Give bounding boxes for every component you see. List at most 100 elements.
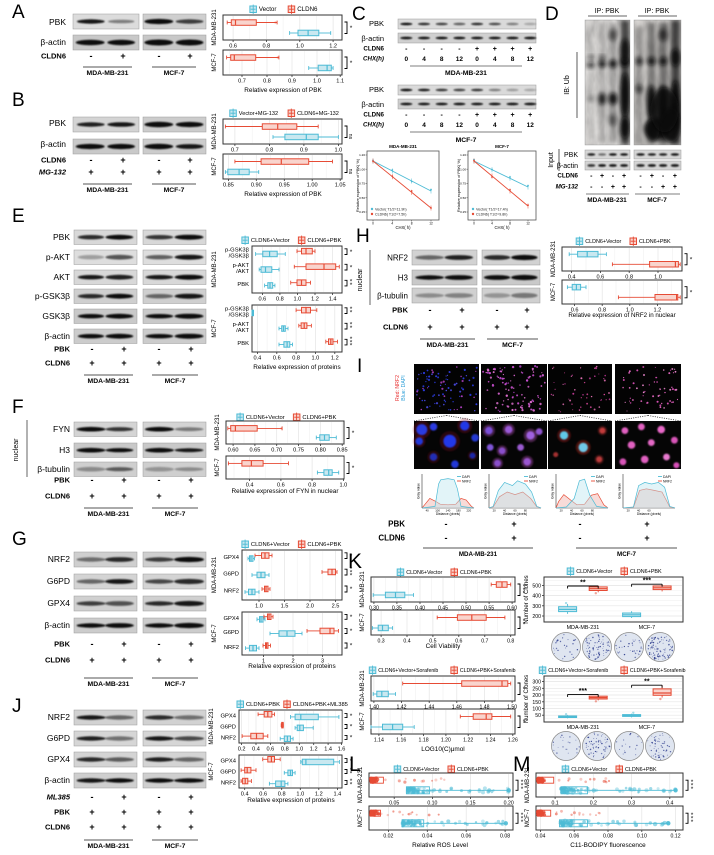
svg-text:CLDN6: CLDN6: [41, 156, 66, 165]
svg-text:8: 8: [509, 222, 511, 226]
svg-text:β-actin: β-actin: [361, 100, 384, 109]
svg-text:*: *: [350, 279, 353, 286]
svg-text:-: -: [612, 173, 615, 180]
svg-text:0.08: 0.08: [603, 834, 613, 840]
svg-text:*: *: [350, 249, 353, 256]
svg-text:1.16: 1.16: [396, 738, 406, 744]
svg-text:H3: H3: [59, 445, 70, 455]
svg-text:ML385: ML385: [47, 793, 71, 802]
svg-text:Relative expression of PBK: Relative expression of PBK: [244, 87, 322, 94]
svg-text:0.80: 0.80: [315, 448, 326, 454]
svg-text:4: 4: [493, 122, 497, 129]
svg-text:0.4: 0.4: [666, 801, 673, 807]
svg-text:MCF-7: MCF-7: [165, 378, 186, 385]
svg-text:0.45: 0.45: [438, 606, 448, 612]
svg-text:G6PD: G6PD: [220, 725, 236, 731]
svg-text:*: *: [521, 779, 524, 786]
svg-text:4: 4: [422, 56, 426, 63]
svg-text:1.4: 1.4: [334, 792, 342, 798]
svg-text:-: -: [651, 184, 654, 191]
svg-text:+: +: [121, 792, 126, 802]
svg-text:MDA-MB-231: MDA-MB-231: [427, 342, 469, 349]
svg-text:60: 60: [513, 508, 517, 512]
svg-text:0.8: 0.8: [278, 792, 286, 798]
svg-text:*: *: [691, 786, 694, 793]
svg-text:*: *: [521, 819, 524, 826]
svg-text:-: -: [423, 46, 426, 53]
svg-text:+: +: [121, 655, 126, 665]
svg-text:1.48: 1.48: [479, 705, 489, 711]
svg-text:I: I: [357, 356, 362, 377]
svg-text:-: -: [445, 519, 448, 529]
svg-text:*: *: [350, 310, 353, 317]
svg-text:-: -: [458, 46, 461, 53]
svg-text:1.00: 1.00: [307, 183, 318, 189]
svg-text:40: 40: [637, 508, 641, 512]
svg-text:12: 12: [527, 122, 535, 129]
svg-text:C11-BODIPY fluorescence: C11-BODIPY fluorescence: [570, 842, 646, 849]
svg-text:+: +: [89, 491, 94, 501]
svg-text:0.8: 0.8: [625, 275, 633, 281]
svg-text:MCF-7: MCF-7: [215, 458, 221, 477]
svg-text:12: 12: [526, 222, 530, 226]
svg-text:nuclear: nuclear: [357, 268, 364, 292]
svg-text:DAPI: DAPI: [596, 475, 604, 479]
svg-text:*: *: [521, 815, 524, 822]
svg-text:4: 4: [491, 222, 493, 226]
svg-text:0.8: 0.8: [292, 356, 300, 362]
svg-text:*: *: [350, 25, 353, 32]
svg-text:+: +: [528, 112, 532, 119]
svg-text:0.05: 0.05: [389, 801, 399, 807]
svg-text:2.5: 2.5: [332, 604, 340, 610]
svg-text:DAPI: DAPI: [529, 475, 537, 479]
svg-text:*: *: [352, 430, 355, 437]
svg-text:+: +: [673, 173, 677, 180]
svg-text:Distance (pixels): Distance (pixels): [570, 512, 594, 516]
svg-text:MCF-7: MCF-7: [360, 712, 366, 731]
svg-text:PBK: PBK: [392, 306, 408, 315]
svg-text:*: *: [350, 264, 353, 271]
svg-text:0: 0: [372, 222, 374, 226]
svg-text:1.0: 1.0: [296, 792, 304, 798]
svg-text:ns: ns: [347, 169, 353, 175]
svg-text:0.7: 0.7: [481, 639, 488, 645]
svg-text:B: B: [12, 90, 25, 111]
svg-text:1.44: 1.44: [424, 705, 434, 711]
svg-text:0: 0: [404, 122, 408, 129]
svg-text:MDA-MB-231: MDA-MB-231: [88, 681, 130, 688]
svg-text:Vector: Vector: [259, 6, 277, 13]
svg-text:p-AKT: p-AKT: [46, 252, 70, 262]
svg-text:MDA-MB-231: MDA-MB-231: [360, 571, 366, 608]
svg-text:CLDN6+Vector: CLDN6+Vector: [406, 570, 442, 576]
svg-text:CHX( h): CHX( h): [494, 225, 510, 230]
svg-text:+: +: [120, 155, 125, 165]
svg-text:0.06: 0.06: [569, 834, 579, 840]
svg-text:0.95: 0.95: [279, 183, 290, 189]
svg-text:CLDN6+PBK: CLDN6+PBK: [630, 569, 662, 575]
svg-text:+: +: [89, 358, 94, 368]
svg-text:180: 180: [456, 508, 461, 512]
svg-text:*: *: [350, 628, 353, 635]
svg-text:*: *: [350, 343, 353, 350]
svg-text:+: +: [156, 167, 161, 177]
svg-text:+: +: [622, 184, 626, 191]
svg-text:*: *: [691, 815, 694, 822]
svg-text:p-AKT: p-AKT: [233, 322, 250, 328]
svg-text:+: +: [494, 322, 499, 332]
svg-text:H3: H3: [398, 274, 409, 283]
svg-text:MCF-7: MCF-7: [212, 53, 218, 72]
svg-text:+: +: [661, 184, 665, 191]
svg-text:+: +: [156, 491, 161, 501]
svg-text:MDA-MB-231: MDA-MB-231: [445, 70, 487, 77]
svg-text:MDA-MB-231: MDA-MB-231: [88, 843, 130, 850]
svg-text:FYN: FYN: [53, 424, 70, 434]
svg-text:1.22: 1.22: [463, 738, 473, 744]
svg-text:-: -: [496, 305, 499, 315]
svg-text:Relative expression of protein: Relative expression of proteins: [248, 663, 335, 670]
svg-text:CLDN6: CLDN6: [378, 534, 405, 543]
svg-text:Red: NRF2: Red: NRF2: [395, 375, 401, 401]
svg-text:MCF-7: MCF-7: [647, 197, 667, 204]
svg-text:*: *: [350, 566, 353, 573]
svg-text:0.8: 0.8: [281, 747, 289, 753]
svg-text:+: +: [673, 184, 677, 191]
